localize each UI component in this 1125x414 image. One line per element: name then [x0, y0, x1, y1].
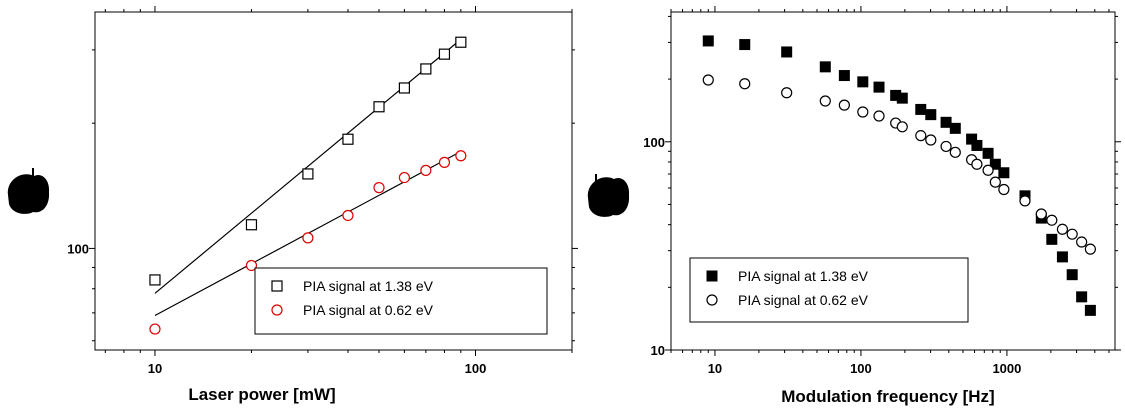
x-tick-label: 10 [708, 361, 722, 376]
legend-marker [706, 270, 718, 282]
plot-frame [94, 11, 573, 351]
x-tick-label: 100 [850, 361, 872, 376]
data-point [398, 82, 410, 94]
data-point [455, 36, 467, 48]
legend-marker [271, 304, 283, 316]
data-point [857, 76, 869, 88]
data-point [1056, 251, 1068, 263]
data-point [1066, 228, 1078, 240]
data-point [949, 146, 961, 158]
data-point [302, 232, 314, 244]
data-point [420, 164, 432, 176]
data-point [838, 99, 850, 111]
data-point [438, 48, 451, 60]
legend-entry-label: PIA signal at 0.62 eV [303, 302, 434, 318]
legend-box [254, 267, 548, 335]
data-point [1084, 243, 1096, 255]
data-point [925, 134, 937, 146]
data-point [702, 74, 714, 86]
data-point [982, 164, 994, 176]
data-point [896, 121, 908, 133]
data-point [373, 101, 385, 113]
data-point [949, 122, 961, 134]
x-axis-title: Laser power [mW] [188, 385, 335, 404]
data-point [245, 259, 258, 272]
data-point [915, 103, 927, 115]
data-point [915, 130, 927, 142]
data-point [838, 70, 850, 82]
x-tick-label: 1000 [992, 361, 1021, 376]
data-points [149, 36, 467, 335]
y-tick-label: 100 [67, 241, 89, 256]
data-point [925, 109, 937, 121]
data-point [982, 147, 994, 159]
fit-line [154, 38, 462, 294]
data-point [702, 35, 714, 47]
data-point [342, 209, 354, 222]
data-point [302, 168, 314, 180]
data-point [998, 183, 1010, 196]
data-point [342, 133, 354, 145]
data-point [420, 63, 432, 75]
data-point [739, 39, 751, 51]
data-point [998, 167, 1010, 179]
data-point [971, 139, 983, 151]
laser-power-chart: 10 100 100 Laser power [mW] PIA signal at … [7, 6, 578, 404]
data-point [1046, 214, 1058, 226]
data-point [245, 219, 258, 231]
data-point [1076, 291, 1088, 303]
data-point [1035, 208, 1047, 220]
x-tick-label: 100 [465, 361, 487, 376]
data-point [373, 182, 385, 194]
data-point [781, 87, 793, 99]
data-point [1066, 269, 1078, 281]
data-point [455, 150, 467, 162]
data-point [896, 92, 908, 104]
data-point [781, 46, 793, 58]
tick-labels: 10 100 100 [67, 241, 486, 376]
data-point [873, 81, 885, 93]
legend-marker [271, 280, 283, 292]
data-point [1076, 236, 1088, 248]
data-point [438, 156, 451, 168]
legend-marker [706, 294, 718, 306]
legend: PIA signal at 1.38 eV PIA signal at 0.62 … [689, 257, 969, 323]
tick-marks [89, 6, 578, 356]
data-point [940, 140, 952, 153]
tick-labels: 10 100 1000 10 100 [643, 135, 1021, 376]
plot-frame [670, 11, 1116, 351]
data-point [819, 95, 831, 107]
y-tick-label: 10 [651, 343, 665, 358]
y-tick-label: 100 [643, 135, 665, 150]
data-point [1046, 233, 1058, 245]
data-point [149, 274, 161, 286]
data-point [149, 323, 161, 335]
legend-entry-label: PIA signal at 1.38 eV [303, 278, 434, 294]
data-point [819, 61, 831, 73]
legend-box [689, 257, 969, 323]
y-axis-label-blob [587, 174, 630, 217]
data-point [1019, 195, 1031, 207]
x-axis-title: Modulation frequency [Hz] [781, 387, 994, 406]
data-points [702, 35, 1096, 316]
modulation-frequency-chart: 10 100 1000 10 100 Modulation frequency [Hz]… [587, 6, 1121, 406]
data-point [739, 78, 751, 90]
data-point [398, 171, 410, 184]
legend: PIA signal at 1.38 eV PIA signal at 0.62 … [254, 267, 548, 335]
tick-marks [665, 6, 1121, 356]
data-point [1056, 223, 1069, 235]
data-point [989, 176, 1001, 188]
data-point [940, 116, 952, 128]
data-point [873, 110, 885, 122]
data-point [1084, 304, 1096, 316]
legend-entry-label: PIA signal at 1.38 eV [738, 268, 869, 284]
legend-entry-label: PIA signal at 0.62 eV [738, 292, 869, 308]
data-point [971, 158, 983, 170]
y-axis-label-blob [7, 168, 50, 214]
data-point [857, 106, 869, 118]
x-tick-label: 10 [148, 361, 162, 376]
data-point [989, 158, 1001, 170]
